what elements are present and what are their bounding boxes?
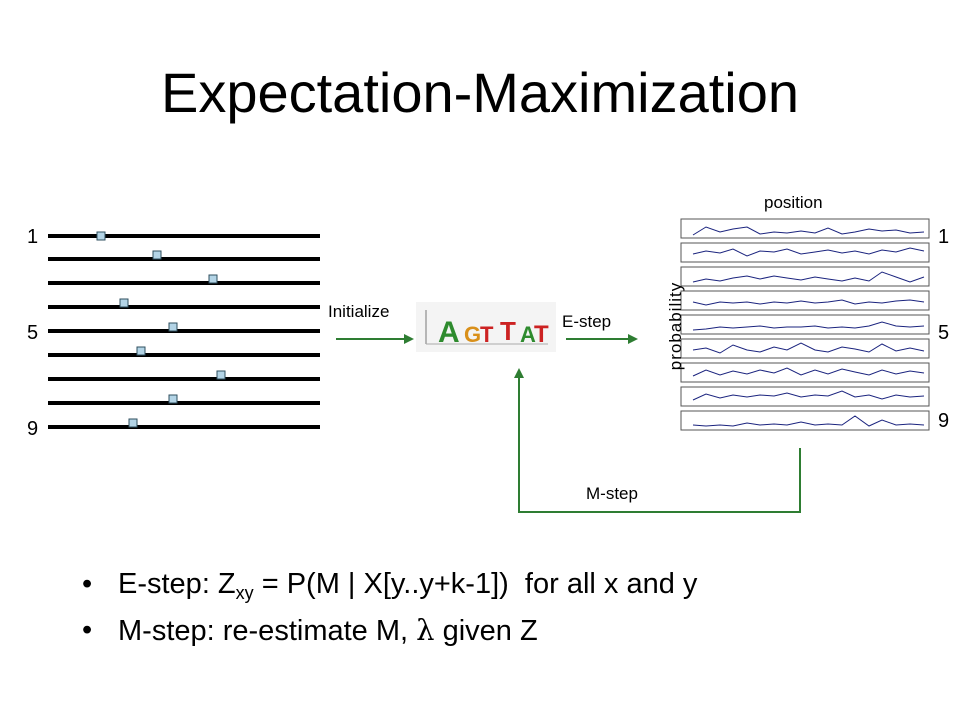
sequence-index-5: 5 <box>27 322 39 344</box>
position-axis-label: position <box>764 193 823 212</box>
profile-line <box>692 342 925 354</box>
motif-letter-t: T <box>480 322 494 347</box>
profile-box <box>680 314 930 335</box>
sequence-lines <box>48 234 320 429</box>
motif-marker <box>96 231 106 241</box>
sequence-index-9: 9 <box>27 418 39 440</box>
profile-line <box>692 247 925 257</box>
probability-axis-label: probability <box>666 281 685 371</box>
motif-letter-t: T <box>534 321 549 348</box>
initialize-label: Initialize <box>328 302 390 321</box>
m-step-arrow <box>514 368 801 513</box>
profile-box <box>680 242 930 263</box>
motif-markers <box>96 231 226 428</box>
profile-box <box>680 266 930 287</box>
motif-logo: A G T T A T <box>416 302 556 352</box>
motif-marker <box>119 298 129 308</box>
motif-marker <box>136 346 146 356</box>
probability-profiles <box>680 218 930 431</box>
m-step-label: M-step <box>586 484 638 503</box>
e-step-label: E-step <box>562 312 612 331</box>
profile-line <box>692 415 925 427</box>
motif-letter-g: G <box>464 322 481 347</box>
e-step-subscript: xy <box>235 583 254 603</box>
bullet-m-step: • M-step: re-estimate M, λ given Z <box>80 612 697 658</box>
bullet-marker: • <box>82 614 93 646</box>
bullet-e-step: • E-step: Zxy = P(M | X[y..y+k-1]) for a… <box>80 566 697 612</box>
m-step-text-prefix: M-step: re-estimate M, <box>118 615 417 647</box>
bullet-list: • E-step: Zxy = P(M | X[y..y+k-1]) for a… <box>80 566 697 658</box>
e-step-text-rest: = P(M | X[y..y+k-1]) for all x and y <box>253 568 698 600</box>
motif-marker <box>168 322 178 332</box>
profile-index-1: 1 <box>938 226 950 248</box>
profile-lines <box>692 226 925 427</box>
motif-letter-a: A <box>438 316 460 349</box>
motif-letter-t: T <box>500 316 516 346</box>
lambda-symbol: λ <box>416 613 435 647</box>
profile-box <box>680 362 930 383</box>
e-step-text-prefix: E-step: Z <box>118 568 236 600</box>
profile-line <box>692 321 925 331</box>
profile-line <box>692 367 925 377</box>
profile-box <box>680 338 930 359</box>
profile-line <box>692 271 925 283</box>
motif-marker <box>168 394 178 404</box>
profile-index-9: 9 <box>938 410 950 432</box>
profile-line <box>692 390 925 401</box>
motif-marker <box>128 418 138 428</box>
motif-letter-a: A <box>520 322 536 347</box>
page-title: Expectation-Maximization <box>160 61 800 124</box>
profile-box <box>680 290 930 311</box>
bullet-marker: • <box>82 568 93 600</box>
profile-box <box>680 218 930 239</box>
sequence-index-1: 1 <box>27 226 39 248</box>
profile-index-5: 5 <box>938 322 950 344</box>
profile-line <box>692 226 925 236</box>
motif-marker <box>216 370 226 380</box>
profile-box <box>680 410 930 431</box>
motif-marker <box>152 250 162 260</box>
profile-line <box>692 299 925 306</box>
motif-marker <box>208 274 218 284</box>
m-step-text-rest: given Z <box>434 615 538 647</box>
